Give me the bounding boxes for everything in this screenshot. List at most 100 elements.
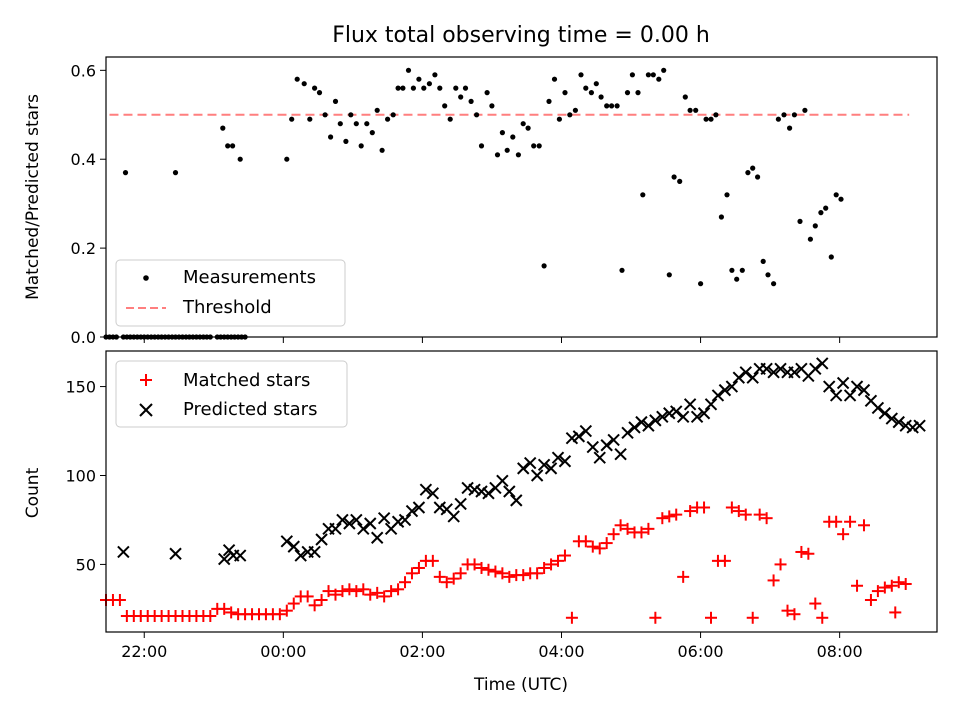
predicted-star-point (377, 511, 391, 525)
predicted-star-point (308, 545, 321, 559)
measurement-point (220, 125, 226, 131)
matched-star-point (371, 586, 384, 599)
predicted-star-point (426, 487, 440, 500)
predicted-star-point (878, 407, 892, 420)
measurement-point (369, 130, 375, 136)
measurement-point (458, 94, 464, 100)
measurement-point (823, 205, 829, 211)
measurement-point (771, 281, 777, 287)
matched-star-point (433, 570, 446, 583)
predicted-star-point (621, 426, 634, 440)
top-y-axis-label: Matched/Predicted stars (23, 94, 43, 300)
matched-star-point (830, 515, 843, 528)
matched-star-point (889, 606, 902, 619)
bottom-y-tick: 100 (65, 466, 106, 485)
matched-star-point (878, 581, 891, 594)
measurement-point (698, 281, 704, 287)
matched-star-point (607, 528, 620, 541)
matched-star-point (475, 561, 488, 574)
predicted-star-point (530, 469, 544, 482)
measurement-point (797, 218, 803, 224)
bottom-x-tick: 00:00 (260, 632, 306, 661)
measurement-point (760, 258, 766, 264)
measurement-point (515, 152, 522, 158)
matched-star-point (558, 549, 571, 562)
measurement-point (301, 81, 307, 87)
predicted-star-point (725, 380, 739, 393)
measurement-point (474, 112, 480, 118)
measurement-point (353, 121, 359, 127)
predicted-star-point (829, 389, 843, 402)
matched-star-point (649, 611, 662, 624)
predicted-star-point (816, 357, 829, 370)
predicted-star-point (287, 540, 300, 553)
measurement-point (807, 236, 814, 242)
measurement-point (531, 143, 537, 149)
measurement-point (833, 192, 839, 198)
predicted-star-point (788, 366, 801, 379)
top-y-tick: 0.6 (71, 61, 106, 80)
measurement-point (374, 107, 380, 113)
measurement-point (332, 98, 339, 104)
matched-star-point (851, 579, 864, 592)
matched-star-point (412, 561, 425, 574)
predicted-star-point (398, 513, 412, 527)
measurement-point (379, 147, 385, 153)
predicted-star-point (857, 383, 871, 397)
measurement-point (745, 170, 751, 176)
predicted-star-point (482, 487, 495, 500)
matched-star-point (440, 576, 453, 589)
measurement-point (442, 103, 448, 109)
matched-star-point (892, 576, 905, 589)
matched-star-point (113, 593, 126, 606)
predicted-star-point (732, 371, 746, 384)
matched-star-point (857, 519, 870, 532)
predicted-star-point (628, 421, 641, 434)
measurement-point (593, 81, 599, 87)
predicted-star-point (412, 501, 426, 514)
measurement-point (416, 76, 422, 82)
measurement-point (536, 143, 542, 149)
measurement-point (395, 85, 401, 91)
x-axis-label: Time (UTC) (473, 675, 568, 695)
predicted-star-point (551, 451, 565, 464)
measurement-point (421, 85, 427, 91)
bottom-x-tick: 02:00 (399, 632, 445, 661)
matched-star-point (426, 554, 439, 567)
matched-star-point (447, 572, 460, 585)
measurement-point (520, 121, 526, 127)
top-y-tick-label: 0.4 (71, 150, 96, 169)
matched-star-point (663, 510, 676, 523)
bottom-y-tick-label: 50 (76, 555, 96, 574)
predicted-star-point (523, 456, 537, 470)
bottom-x-axis-ticks: 22:00 00:00 02:00 04:00 06:00 08:00 (121, 632, 863, 661)
predicted-star-point (405, 504, 419, 518)
measurement-point (791, 112, 798, 118)
predicted-star-point (683, 398, 697, 411)
matched-star-point (795, 545, 808, 558)
measurement-point (645, 72, 652, 78)
measurement-point (546, 98, 552, 104)
measurement-point (225, 143, 231, 149)
measurement-point (656, 76, 662, 82)
predicted-star-point (447, 510, 460, 523)
top-y-tick-label: 0.0 (71, 328, 96, 347)
top-y-tick: 0.2 (71, 239, 106, 258)
matched-star-point (392, 583, 405, 596)
predicted-star-point (218, 552, 231, 566)
bottom-y-tick-label: 100 (65, 466, 96, 485)
matched-star-point (204, 609, 217, 622)
predicted-star-point (586, 440, 599, 454)
measurement-point (640, 192, 646, 198)
measurement-point (462, 85, 469, 91)
predicted-star-point (234, 549, 247, 562)
measurement-point (629, 72, 636, 78)
matched-star-point (322, 585, 335, 598)
predicted-star-point (593, 451, 606, 464)
measurement-point (343, 138, 349, 144)
predicted-star-point (739, 366, 752, 379)
predicted-star-point (454, 497, 467, 511)
top-y-tick: 0.0 (71, 328, 106, 347)
matched-star-point (746, 611, 759, 624)
